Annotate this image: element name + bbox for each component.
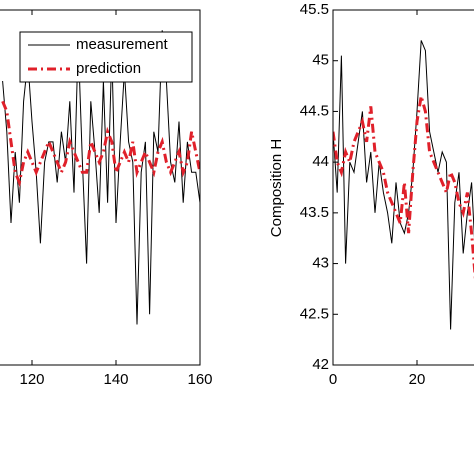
y-tick-label: 43 xyxy=(312,255,329,272)
x-tick-label: 140 xyxy=(103,371,128,388)
y-axis-label: Composition H xyxy=(268,139,285,237)
x-tick-label: 160 xyxy=(187,371,212,388)
line-series xyxy=(333,95,474,281)
y-tick-label: 44.5 xyxy=(300,102,329,119)
y-tick-label: 42 xyxy=(312,356,329,373)
plot-frame xyxy=(0,9,201,366)
x-tick-label: 0 xyxy=(329,371,337,388)
plot xyxy=(333,40,474,330)
x-tick-label: 20 xyxy=(409,371,426,388)
y-tick-label: 44 xyxy=(312,153,329,170)
y-tick-label: 42.5 xyxy=(300,305,329,322)
legend-box xyxy=(19,31,193,83)
y-tick-label: 43.5 xyxy=(300,204,329,221)
x-tick-label: 120 xyxy=(19,371,44,388)
plot-frame xyxy=(332,9,474,366)
y-tick-label: 45.5 xyxy=(300,1,329,18)
legend-label: measurement xyxy=(76,36,169,53)
plot xyxy=(1,30,201,325)
line-series xyxy=(333,40,474,330)
line-series xyxy=(1,100,201,188)
y-tick-label: 45 xyxy=(312,52,329,69)
line-series xyxy=(2,30,201,325)
legend-label: prediction xyxy=(76,60,141,77)
